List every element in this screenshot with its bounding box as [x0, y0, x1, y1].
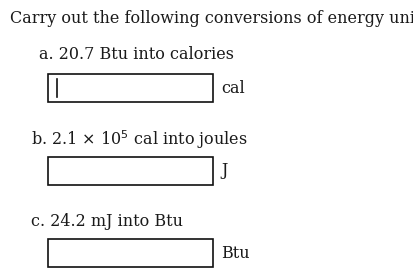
Text: Btu: Btu: [221, 245, 249, 262]
Text: c. 24.2 mJ into Btu: c. 24.2 mJ into Btu: [31, 213, 183, 230]
Text: Carry out the following conversions of energy units:: Carry out the following conversions of e…: [10, 10, 413, 27]
Text: b. 2.1 $\times$ 10$^{5}$ cal into joules: b. 2.1 $\times$ 10$^{5}$ cal into joules: [31, 129, 247, 151]
Text: J: J: [221, 162, 227, 179]
FancyBboxPatch shape: [47, 74, 213, 102]
FancyBboxPatch shape: [47, 157, 213, 185]
FancyBboxPatch shape: [47, 239, 213, 267]
Text: a. 20.7 Btu into calories: a. 20.7 Btu into calories: [39, 46, 234, 63]
Text: cal: cal: [221, 80, 244, 97]
